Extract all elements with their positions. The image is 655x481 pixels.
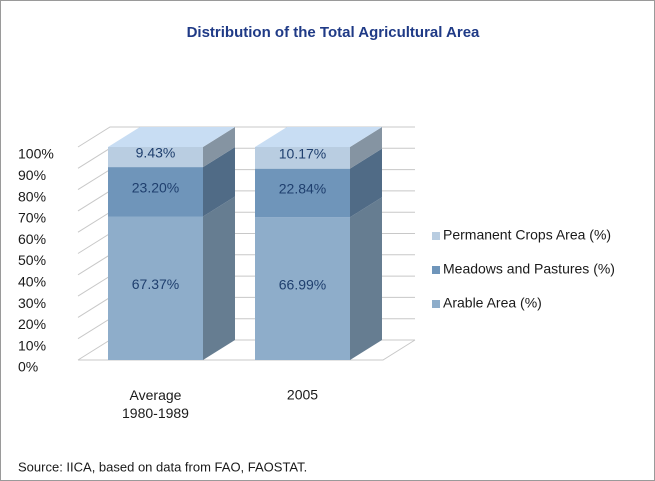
y-tick-label: 80% [18,188,46,204]
y-tick-label: 10% [18,337,46,353]
bar-side [203,196,235,360]
value-label: 22.84% [279,181,326,197]
y-tick-label: 0% [18,359,38,375]
y-tick-label: 50% [18,252,46,268]
legend-label: Meadows and Pastures (%) [443,261,615,277]
x-tick-label: Average 1980-1989 [122,387,189,421]
bar-side [350,197,382,360]
bar-top [108,127,235,147]
value-label: 66.99% [279,276,326,292]
x-tick-label: 2005 [287,387,318,403]
y-tick-label: 30% [18,295,46,311]
bar-segment [108,216,203,360]
bar-side [350,127,382,169]
y-tick-label: 20% [18,316,46,332]
bar-segment [255,217,350,360]
y-tick-label: 90% [18,167,46,183]
legend-label: Arable Area (%) [443,295,542,311]
y-tick-label: 40% [18,274,46,290]
bar-segment [108,147,203,168]
legend-swatch [432,300,440,308]
bar-segment [108,167,203,217]
legend-label: Permanent Crops Area (%) [443,227,611,243]
value-label: 67.37% [132,276,179,292]
y-tick-label: 70% [18,210,46,226]
bar-segment [255,168,350,218]
value-label: 9.43% [136,145,176,161]
legend-swatch [432,266,440,274]
chart-title: Distribution of the Total Agricultural A… [187,24,480,41]
y-tick-label: 60% [18,231,46,247]
legend-swatch [432,232,440,240]
bar-top [255,127,382,147]
source-note: Source: IICA, based on data from FAO, FA… [18,459,307,474]
y-tick-label: 100% [18,146,54,162]
bar-side [203,127,235,168]
bar-side [350,148,382,218]
bar-side [203,147,235,217]
value-label: 10.17% [279,146,326,162]
bar-segment [255,147,350,169]
value-label: 23.20% [132,179,179,195]
